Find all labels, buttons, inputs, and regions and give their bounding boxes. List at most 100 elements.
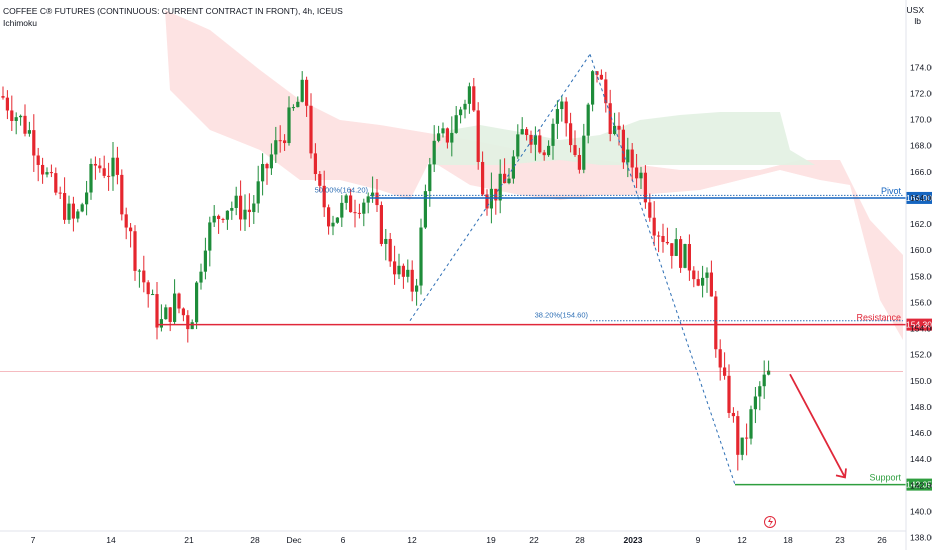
candle-body (410, 269, 414, 292)
price-tick-label: 158.00 (910, 271, 932, 281)
arrow-head (835, 468, 847, 479)
candle-body (107, 175, 111, 177)
ichimoku-cloud (165, 10, 903, 340)
candle-body (582, 135, 586, 170)
candle-body (159, 319, 163, 328)
time-tick-label: Dec (286, 535, 302, 545)
price-tick-label: 154.00 (910, 324, 932, 334)
candle-body (10, 110, 14, 121)
time-tick-label: 12 (407, 535, 417, 545)
candle-body (529, 134, 533, 145)
candle-body (547, 145, 551, 156)
candle-body (239, 195, 243, 220)
candle-body (265, 164, 269, 169)
candle-body (595, 71, 599, 75)
candle-body (652, 217, 656, 236)
candle-body (388, 238, 392, 262)
fibonacci: 50.00%(164.20) 38.20%(154.60) (315, 54, 903, 485)
candle-body (155, 294, 159, 328)
candle-body (419, 227, 423, 286)
candle-body (555, 109, 559, 124)
candle-body (335, 217, 339, 223)
candle-body (63, 193, 67, 220)
price-tick-label: 160.00 (910, 245, 932, 255)
candle-body (591, 71, 595, 105)
candle-body (371, 192, 375, 197)
candle-body (89, 163, 93, 193)
candle-body (718, 349, 722, 368)
candle-body (740, 437, 744, 455)
candle-body (164, 307, 168, 320)
candle-body (379, 205, 383, 244)
candle-body (349, 195, 353, 213)
candle-body (362, 202, 366, 214)
candle-body (190, 322, 194, 330)
candle-body (520, 129, 524, 135)
candle-body (98, 165, 102, 169)
candle-body (454, 115, 458, 133)
price-tick-label: 142.00 (910, 480, 932, 490)
candle-body (401, 265, 405, 277)
level-name-support: Support (869, 473, 901, 483)
time-tick-label: 9 (696, 535, 701, 545)
candle-body (375, 192, 379, 206)
candle-body (76, 211, 80, 219)
candle-body (195, 282, 199, 323)
candle-body (151, 294, 155, 296)
candle-body (441, 128, 445, 134)
candle-body (701, 277, 705, 286)
candle-body (1, 96, 5, 98)
candle-body (687, 244, 691, 271)
price-tick-label: 164.00 (910, 193, 932, 203)
price-tick-label: 150.00 (910, 376, 932, 386)
candle-body (23, 115, 27, 134)
candle-body (318, 174, 322, 186)
time-tick-label: 26 (877, 535, 887, 545)
candle-body (168, 307, 172, 322)
level-name-resistance: Resistance (856, 313, 901, 323)
time-tick-label: 22 (529, 535, 539, 545)
candle-body (296, 101, 300, 108)
price-tag-support: 142.05 (906, 478, 932, 491)
candle-body (696, 279, 700, 286)
price-tick-label: 170.00 (910, 115, 932, 125)
candle-body (291, 107, 295, 109)
candle-body (727, 375, 731, 413)
candle-body (102, 168, 106, 176)
time-tick-label: 23 (835, 535, 845, 545)
candle-body (173, 293, 177, 322)
price-tick-label: 166.00 (910, 167, 932, 177)
candle-body (705, 272, 709, 278)
candle-body (93, 163, 97, 166)
candle-body (437, 133, 441, 141)
candle-body (657, 235, 661, 237)
candle-body (613, 125, 617, 134)
candle-body (445, 128, 449, 143)
levels: Pivot 164.00 Resistance 154.30 Support 142.05 (0, 186, 932, 491)
candle-body (608, 103, 612, 134)
candle-body (569, 123, 573, 146)
candle-body (14, 117, 18, 121)
price-tick-label: 168.00 (910, 141, 932, 151)
candle-body (542, 152, 546, 156)
candle-body (221, 218, 225, 220)
fib-level-label: 38.20%(154.60) (535, 311, 589, 320)
candle-body (327, 207, 331, 227)
candle-body (340, 202, 344, 218)
candle-body (639, 172, 643, 179)
time-tick-label: 28 (250, 535, 260, 545)
price-tick-label: 138.00 (910, 533, 932, 543)
candle-body (36, 155, 40, 165)
candle-body (234, 195, 238, 208)
time-tick-label: 18 (783, 535, 793, 545)
time-tick-label: 14 (106, 535, 116, 545)
candle-body (630, 149, 634, 168)
candlesticks (1, 69, 771, 471)
candle-body (247, 209, 251, 213)
candle-body (463, 103, 467, 110)
candle-body (586, 104, 590, 136)
candle-body (287, 107, 291, 144)
candle-body (261, 164, 265, 182)
price-tick-label: 156.00 (910, 297, 932, 307)
